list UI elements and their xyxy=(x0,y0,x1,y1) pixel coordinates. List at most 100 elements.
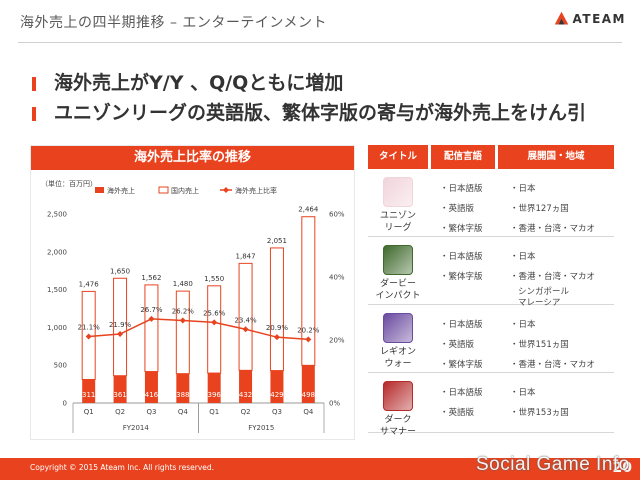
total-label: 1,847 xyxy=(236,252,256,260)
watermark: Social Game Info xyxy=(476,454,630,475)
language-item: ・繁体字版 xyxy=(440,360,483,370)
y-left-tick-label: 1,000 xyxy=(47,324,67,332)
key-point-2-text: ユニゾンリーグの英語版、繁体字版の寄与が海外売上をけん引 xyxy=(54,102,587,124)
languages-cell: ・日本語版 ・英語版 xyxy=(440,383,483,423)
group-label: FY2014 xyxy=(123,424,150,432)
bar-domestic xyxy=(144,284,159,373)
table-body: ユニゾン リーグ ・日本語版 ・英語版 ・繁体字版 ・日本 ・世界127ヵ国 ・香港・台湾・… xyxy=(368,169,614,437)
unit-label: （単位：百万円） xyxy=(41,179,97,188)
bar-domestic xyxy=(207,285,222,374)
header-title: タイトル xyxy=(368,145,428,169)
key-points: 海外売上がY/Y 、Q/Qともに増加 ユニゾンリーグの英語版、繁体字版の寄与が海… xyxy=(32,68,586,128)
ratio-line xyxy=(88,318,309,341)
bar-overseas xyxy=(113,375,127,403)
copyright-text: Copyright © 2015 Ateam Inc. All rights r… xyxy=(30,463,215,472)
legend-swatch-domestic xyxy=(158,186,169,194)
overseas-label: 361 xyxy=(113,391,126,399)
ratio-label: 23.4% xyxy=(234,316,257,324)
region-item: ・香港・台湾・マカオ xyxy=(510,224,596,234)
ratio-marker xyxy=(117,331,124,338)
overseas-sales-chart: （単位：百万円） 海外売上 国内売上 海外売上比率 0 500 1,000 1,500 2,00… xyxy=(41,179,345,433)
region-item: ・日本 xyxy=(510,388,536,398)
total-label: 1,476 xyxy=(79,280,100,288)
page-number: 20 xyxy=(612,460,632,476)
ratio-marker xyxy=(273,334,280,341)
bar-overseas xyxy=(270,370,284,403)
regions-cell: ・日本・香港・台湾・マカオシンガポール マレーシア xyxy=(510,247,595,309)
game-name: レギオン ウォー xyxy=(379,347,416,369)
legend-label-0: 海外売上 xyxy=(107,186,135,195)
ateam-logo-icon xyxy=(554,11,568,25)
bar-overseas xyxy=(176,373,190,403)
legend-label-2: 海外売上比率 xyxy=(235,186,277,195)
languages-cell: ・日本語版 ・英語版 ・繁体字版 xyxy=(440,179,483,239)
regions-cell: ・日本 ・世界153ヵ国 xyxy=(510,383,569,423)
header-languages: 配信言語 xyxy=(431,145,495,169)
ratio-label: 20.2% xyxy=(297,326,320,334)
legion-war-app-icon xyxy=(383,313,413,343)
legend-marker-ratio xyxy=(223,187,229,193)
overseas-label: 498 xyxy=(302,391,315,399)
game-title-cell: ダーク サマナー xyxy=(368,381,428,438)
dark-summoner-app-icon xyxy=(383,381,413,411)
bar-domestic xyxy=(301,216,316,366)
y-right-tick-label: 0% xyxy=(329,400,340,408)
table-row: レギオン ウォー ・日本語版 ・英語版 ・繁体字版 ・日本 ・世界151ヵ国 ・香港・台湾・… xyxy=(368,305,614,373)
region-item: ・世界151ヵ国 xyxy=(510,340,569,350)
footer-bar: Copyright © 2015 Ateam Inc. All rights r… xyxy=(0,458,640,480)
y-left-tick-label: 500 xyxy=(54,362,67,370)
overseas-label: 429 xyxy=(270,391,283,399)
region-item: シンガポール xyxy=(518,287,570,297)
x-tick-label: Q3 xyxy=(272,408,282,416)
bar-overseas xyxy=(82,379,96,403)
region-item: ・日本 xyxy=(510,252,536,262)
language-item: ・英語版 xyxy=(440,204,475,214)
overseas-label: 396 xyxy=(208,391,222,399)
x-tick-label: Q1 xyxy=(84,408,94,416)
region-item: ・香港・台湾・マカオ xyxy=(510,272,596,282)
key-point-2: ユニゾンリーグの英語版、繁体字版の寄与が海外売上をけん引 xyxy=(32,98,586,128)
logo-text: ATEAM xyxy=(572,11,626,26)
table-row: ダーク サマナー ・日本語版 ・英語版 ・日本 ・世界153ヵ国 xyxy=(368,373,614,437)
languages-cell: ・日本語版 ・繁体字版 xyxy=(440,247,483,287)
y-left-tick-label: 2,500 xyxy=(47,211,67,219)
regions-cell: ・日本 ・世界127ヵ国 ・香港・台湾・マカオ xyxy=(510,179,595,239)
derby-impact-app-icon xyxy=(383,245,413,275)
ratio-label: 26.2% xyxy=(172,307,195,315)
title-distribution-table: タイトル 配信言語 展開国・地域 ユニゾン リーグ ・日本語版 ・英語版 ・繁体字版・… xyxy=(368,145,614,437)
region-item: ・香港・台湾・マカオ xyxy=(510,360,596,370)
language-item: ・英語版 xyxy=(440,408,475,418)
legend-label-1: 国内売上 xyxy=(171,186,199,195)
unison-league-app-icon xyxy=(383,177,413,207)
slide-title: 海外売上の四半期推移 – エンターテインメント xyxy=(20,15,327,31)
y-left-tick-label: 2,000 xyxy=(47,248,67,256)
x-tick-label: Q2 xyxy=(115,408,125,416)
region-item: ・世界127ヵ国 xyxy=(510,204,569,214)
y-left-tick-label: 1,500 xyxy=(47,286,67,294)
game-title-cell: ダービー インパクト xyxy=(368,245,428,302)
total-label: 1,650 xyxy=(110,267,130,275)
bar-overseas xyxy=(144,371,158,403)
ratio-label: 21.9% xyxy=(109,321,132,329)
total-label: 1,550 xyxy=(204,275,224,283)
region-item: マレーシア xyxy=(518,298,561,308)
language-item: ・繁体字版 xyxy=(440,224,483,234)
table-row: ユニゾン リーグ ・日本語版 ・英語版 ・繁体字版 ・日本 ・世界127ヵ国 ・香港・台湾・… xyxy=(368,169,614,237)
ratio-marker xyxy=(148,315,155,322)
bar-overseas xyxy=(207,373,221,403)
table-header: タイトル 配信言語 展開国・地域 xyxy=(368,145,614,169)
bar-overseas xyxy=(301,365,315,403)
x-tick-label: Q1 xyxy=(209,408,219,416)
ratio-label: 20.9% xyxy=(266,324,289,332)
total-label: 1,562 xyxy=(141,274,161,282)
game-title-cell: レギオン ウォー xyxy=(368,313,428,370)
total-label: 2,464 xyxy=(298,206,319,214)
language-item: ・日本語版 xyxy=(440,320,483,330)
overseas-label: 432 xyxy=(239,391,252,399)
languages-cell: ・日本語版 ・英語版 ・繁体字版 xyxy=(440,315,483,375)
header-regions: 展開国・地域 xyxy=(498,145,614,169)
game-name: ユニゾン リーグ xyxy=(379,211,416,233)
ratio-marker xyxy=(242,326,249,333)
chart-header: 海外売上比率の推移 xyxy=(31,146,354,170)
x-tick-label: Q4 xyxy=(178,408,189,416)
